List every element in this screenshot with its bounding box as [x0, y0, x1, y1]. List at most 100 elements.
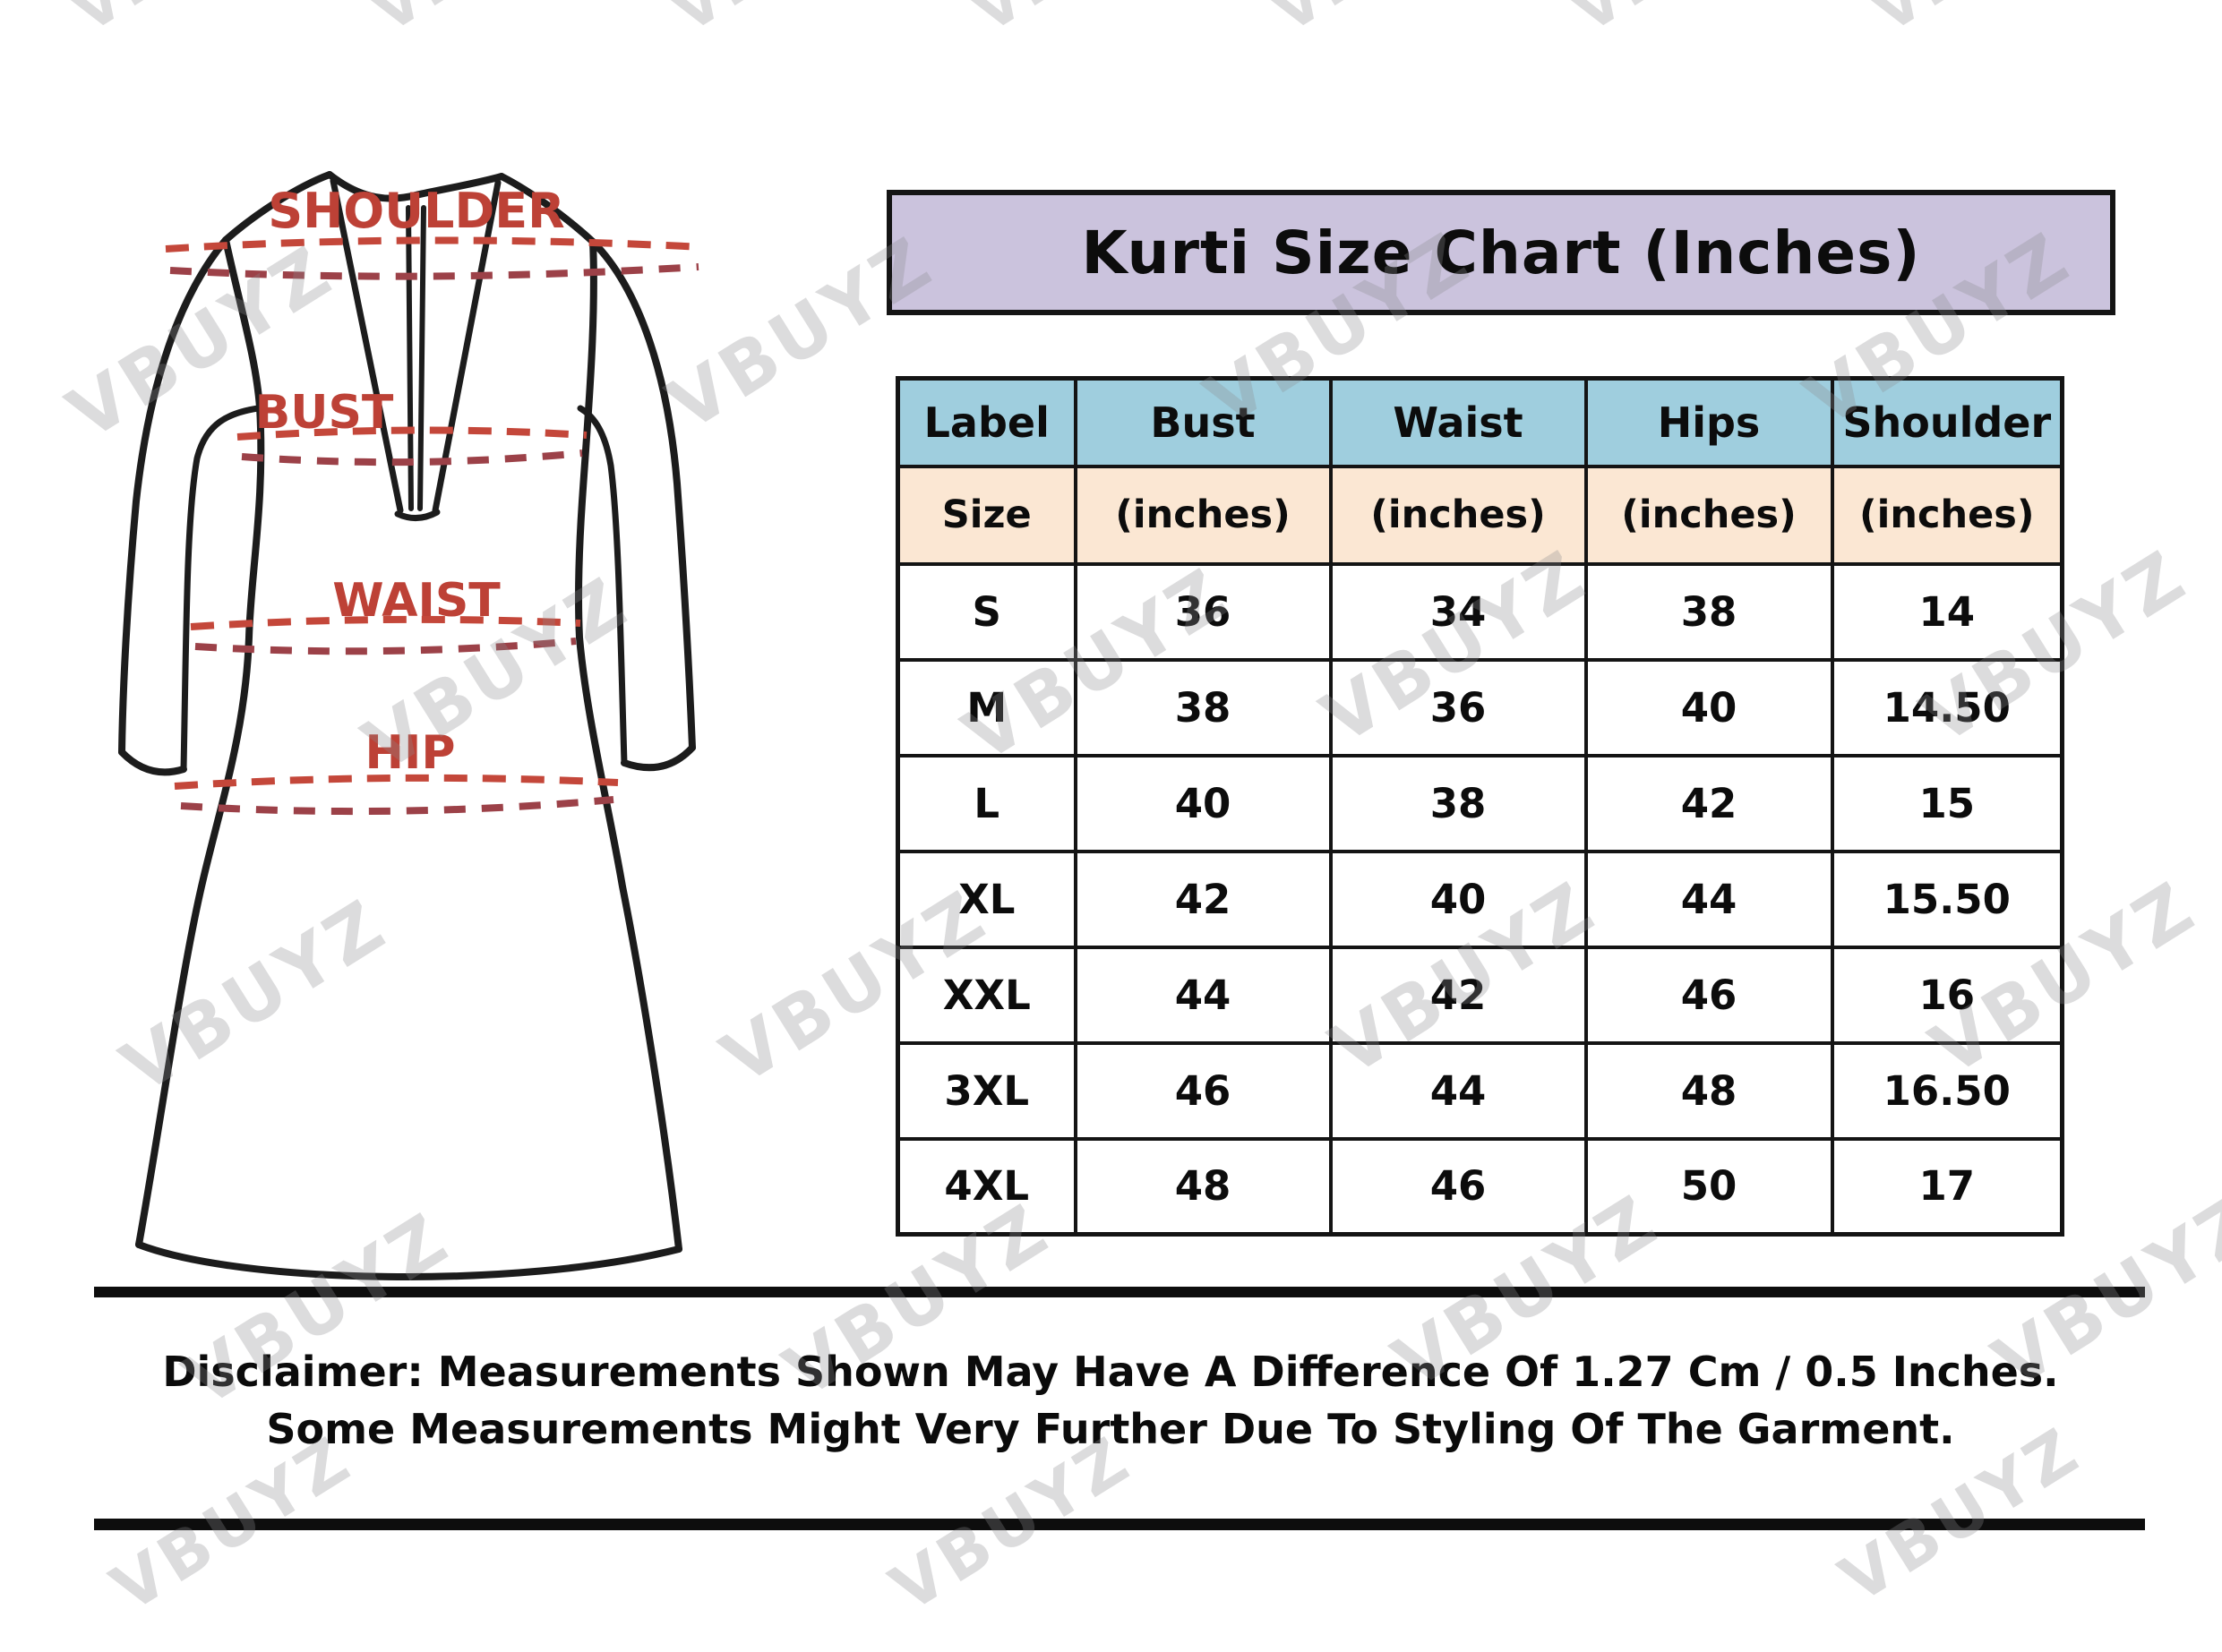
hips-cell: 50 — [1583, 1136, 1834, 1237]
hips-cell: 38 — [1583, 561, 1834, 662]
divider-top — [94, 1287, 2145, 1297]
hips-cell: 40 — [1583, 657, 1834, 758]
body-right — [575, 238, 682, 1253]
waist-cell: 42 — [1328, 945, 1588, 1045]
hip-measure-line — [174, 774, 619, 790]
size-label-cell: S — [896, 561, 1077, 662]
watermark: VBUYZ — [363, 0, 596, 45]
measure-lines — [165, 236, 704, 816]
disclaimer-line-2: Some Measurements Might Very Further Due… — [266, 1405, 1955, 1453]
watermark: VBUYZ — [1263, 0, 1496, 45]
header-bust: Bust — [1073, 376, 1333, 468]
bust-cell: 42 — [1073, 849, 1333, 949]
header-row: Label Bust Waist Hips Shoulder — [896, 376, 2064, 468]
watermark: VBUYZ — [963, 0, 1196, 45]
hips-cell: 46 — [1583, 945, 1834, 1045]
waist-cell: 46 — [1328, 1136, 1588, 1237]
right-sleeve-outer — [498, 173, 696, 751]
size-label-cell: 4XL — [896, 1136, 1077, 1237]
hips-cell: 44 — [1583, 849, 1834, 949]
shoulder-cell: 17 — [1830, 1136, 2064, 1237]
watermark: VBUYZ — [1563, 0, 1796, 45]
table-row-4xl: 4XL 48 46 50 17 — [896, 1136, 2064, 1237]
measure-labels: SHOULDER BUST WAIST HIP — [255, 183, 565, 780]
size-label-cell: L — [896, 753, 1077, 853]
slit-center-left — [406, 205, 414, 511]
right-cuff — [621, 744, 696, 772]
size-table: Label Bust Waist Hips Shoulder Size (inc… — [896, 376, 2064, 1237]
slit-left — [330, 177, 404, 514]
disclaimer: Disclaimer: Measurements Shown May Have … — [54, 1343, 2167, 1458]
shoulder-cell: 14.50 — [1830, 657, 2064, 758]
subheader-inches-bust: (inches) — [1073, 464, 1333, 566]
bust-cell: 36 — [1073, 561, 1333, 662]
hips-cell: 48 — [1583, 1040, 1834, 1141]
watermark: VBUYZ — [63, 0, 296, 45]
shoulder-label: SHOULDER — [268, 183, 565, 239]
bust-cell: 44 — [1073, 945, 1333, 1045]
right-sleeve-inner — [577, 405, 628, 766]
bust-cell: 48 — [1073, 1136, 1333, 1237]
shoulder-cell: 15.50 — [1830, 849, 2064, 949]
disclaimer-line-1: Disclaimer: Measurements Shown May Have … — [162, 1348, 2059, 1396]
waist-measure-line — [190, 615, 581, 630]
header-waist: Waist — [1328, 376, 1588, 468]
table-row-s: S 36 34 38 14 — [896, 561, 2064, 662]
bust-cell: 46 — [1073, 1040, 1333, 1141]
subheader-size: Size — [896, 464, 1077, 566]
waist-cell: 44 — [1328, 1040, 1588, 1141]
header-shoulder: Shoulder — [1830, 376, 2064, 468]
shoulder-cell: 14 — [1830, 561, 2064, 662]
waist-label: WAIST — [332, 574, 501, 628]
left-cuff — [118, 749, 187, 776]
title-bar: Kurti Size Chart (Inches) — [887, 190, 2115, 315]
bust-measure-line — [236, 426, 588, 441]
waist-cell: 40 — [1328, 849, 1588, 949]
shoulder-measure-line — [165, 236, 704, 253]
slit-center-right — [417, 205, 426, 511]
subheader-inches-hips: (inches) — [1583, 464, 1834, 566]
divider-bottom — [94, 1519, 2145, 1530]
size-label-cell: XXL — [896, 945, 1077, 1045]
bust-cell: 38 — [1073, 657, 1333, 758]
bust-measure-line-2 — [241, 449, 583, 466]
shoulder-cell: 16 — [1830, 945, 2064, 1045]
shoulder-cell: 15 — [1830, 753, 2064, 853]
kurti-diagram-svg: SHOULDER BUST WAIST HIP — [118, 171, 704, 1280]
hem — [135, 1241, 682, 1280]
size-label-cell: 3XL — [896, 1040, 1077, 1141]
table-row-3xl: 3XL 46 44 48 16.50 — [896, 1040, 2064, 1141]
watermark: VBUYZ — [1863, 0, 2096, 45]
page-title: Kurti Size Chart (Inches) — [1081, 218, 1921, 287]
subheader-inches-shoulder: (inches) — [1830, 464, 2064, 566]
neckline — [326, 171, 505, 202]
table-row-xl: XL 42 40 44 15.50 — [896, 849, 2064, 949]
table-row-m: M 38 36 40 14.50 — [896, 657, 2064, 758]
hip-measure-line-2 — [180, 796, 614, 816]
waist-cell: 34 — [1328, 561, 1588, 662]
slit-bottom — [394, 509, 441, 521]
hips-cell: 42 — [1583, 753, 1834, 853]
size-label-cell: XL — [896, 849, 1077, 949]
waist-cell: 36 — [1328, 657, 1588, 758]
table-row-xxl: XXL 44 42 46 16 — [896, 945, 2064, 1045]
watermark: VBUYZ — [663, 0, 896, 45]
size-table-wrap: Label Bust Waist Hips Shoulder Size (inc… — [896, 376, 2064, 1237]
bust-cell: 40 — [1073, 753, 1333, 853]
shoulder-cell: 16.50 — [1830, 1040, 2064, 1141]
left-sleeve-inner — [180, 405, 262, 773]
kurti-diagram: SHOULDER BUST WAIST HIP — [81, 125, 743, 1307]
hip-label: HIP — [365, 726, 456, 780]
bust-label: BUST — [255, 386, 394, 440]
body-left — [135, 236, 265, 1248]
header-label: Label — [896, 376, 1077, 468]
waist-cell: 38 — [1328, 753, 1588, 853]
subheader-inches-waist: (inches) — [1328, 464, 1588, 566]
size-label-cell: M — [896, 657, 1077, 758]
left-sleeve-outer — [118, 171, 333, 756]
waist-measure-line-2 — [194, 638, 577, 655]
table-row-l: L 40 38 42 15 — [896, 753, 2064, 853]
header-hips: Hips — [1583, 376, 1834, 468]
subheader-row: Size (inches) (inches) (inches) (inches) — [896, 464, 2064, 566]
